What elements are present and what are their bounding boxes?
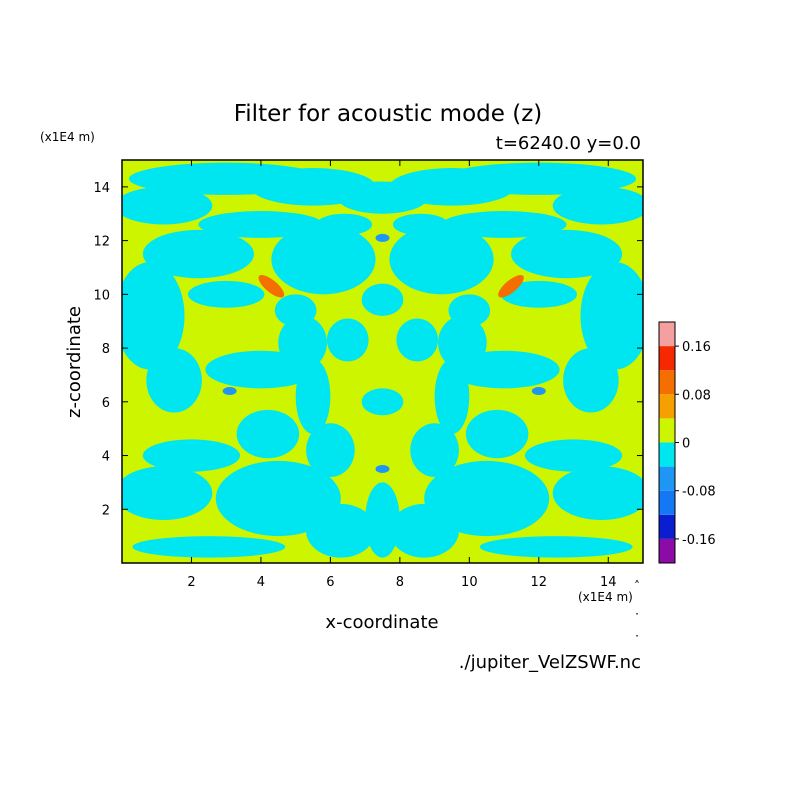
negative-region bbox=[274, 294, 317, 327]
colorbar-swatch bbox=[659, 394, 675, 419]
colorbar-swatch bbox=[659, 370, 675, 395]
negative-region bbox=[205, 350, 317, 389]
axis-extent-marks: ˄ · · bbox=[634, 579, 640, 643]
negative-region bbox=[524, 439, 623, 472]
negative-region bbox=[511, 229, 623, 279]
y-tick-label: 2 bbox=[102, 503, 110, 518]
negative-region bbox=[392, 213, 449, 236]
negative-region bbox=[326, 318, 369, 362]
negative-extreme bbox=[531, 387, 546, 396]
negative-region bbox=[236, 409, 300, 459]
negative-extreme bbox=[222, 387, 237, 396]
negative-region bbox=[215, 460, 341, 537]
colorbar-swatch bbox=[659, 466, 675, 491]
chart-subtitle: t=6240.0 y=0.0 bbox=[496, 133, 641, 154]
svg-text:˄: ˄ bbox=[634, 579, 640, 593]
negative-region bbox=[424, 460, 550, 537]
negative-region bbox=[552, 466, 643, 521]
colorbar-swatch bbox=[659, 442, 675, 467]
source-filename: ./jupiter_VelZSWF.nc bbox=[459, 652, 641, 673]
negative-region bbox=[187, 280, 265, 308]
negative-region bbox=[316, 213, 373, 236]
negative-region bbox=[361, 283, 404, 316]
negative-region bbox=[448, 294, 491, 327]
colorbar-tick-label: -0.16 bbox=[682, 533, 716, 548]
negative-region bbox=[271, 224, 376, 295]
positive-extreme bbox=[258, 275, 285, 298]
x-axis-label: x-coordinate bbox=[325, 612, 438, 633]
y-axis: 2 4 6 8 10 12 14 bbox=[93, 181, 643, 518]
chart-title: Filter for acoustic mode (z) bbox=[234, 101, 543, 127]
x-tick-label: 10 bbox=[461, 575, 478, 590]
negative-region bbox=[365, 482, 400, 558]
x-unit-label: (x1E4 m) bbox=[578, 590, 633, 604]
negative-region bbox=[465, 409, 529, 459]
negative-region bbox=[122, 466, 213, 521]
x-tick-label: 8 bbox=[396, 575, 404, 590]
colorbar-swatch bbox=[659, 490, 675, 515]
y-unit-label: (x1E4 m) bbox=[40, 130, 95, 144]
colorbar-tick-label: 0.16 bbox=[682, 340, 711, 355]
negative-extreme bbox=[375, 233, 390, 242]
negative-region bbox=[580, 262, 643, 370]
y-tick-label: 10 bbox=[93, 288, 110, 303]
colorbar-swatch bbox=[659, 538, 675, 563]
y-tick-label: 12 bbox=[93, 235, 110, 250]
colorbar-swatch bbox=[659, 514, 675, 539]
negative-region bbox=[563, 348, 619, 413]
negative-region bbox=[396, 318, 439, 362]
colorbar-tick-label: 0 bbox=[682, 437, 690, 452]
colorbar-swatch bbox=[659, 346, 675, 371]
x-tick-label: 14 bbox=[600, 575, 617, 590]
colorbar-tick-label: 0.08 bbox=[682, 388, 711, 403]
extreme-regions bbox=[222, 233, 546, 473]
colorbar-tick-label: -0.08 bbox=[682, 485, 716, 500]
negative-region bbox=[389, 503, 459, 558]
negative-region bbox=[122, 186, 213, 225]
x-tick-label: 2 bbox=[187, 575, 195, 590]
y-axis-label: z-coordinate bbox=[64, 306, 85, 418]
negative-region bbox=[410, 423, 459, 478]
x-tick-label: 6 bbox=[326, 575, 334, 590]
colorbar: 0.16 0.08 0 -0.08 -0.16 bbox=[658, 321, 716, 564]
negative-region bbox=[434, 358, 470, 435]
negative-region bbox=[306, 503, 376, 558]
negative-region bbox=[389, 224, 494, 295]
negative-region bbox=[337, 181, 428, 214]
x-tick-label: 12 bbox=[531, 575, 548, 590]
negative-region bbox=[448, 350, 560, 389]
colorbar-swatch bbox=[659, 418, 675, 443]
negative-region bbox=[441, 211, 567, 238]
negative-extreme bbox=[375, 464, 390, 473]
negative-region bbox=[500, 280, 578, 308]
colorbar-swatch bbox=[659, 322, 675, 347]
x-tick-label: 4 bbox=[257, 575, 265, 590]
negative-region bbox=[132, 536, 286, 558]
y-tick-label: 14 bbox=[93, 181, 110, 196]
y-tick-label: 8 bbox=[102, 342, 110, 357]
svg-text:·: · bbox=[635, 629, 639, 643]
negative-region bbox=[361, 388, 404, 416]
negative-region bbox=[142, 229, 254, 279]
positive-extreme bbox=[498, 275, 524, 298]
negative-region bbox=[552, 186, 643, 225]
svg-text:·: · bbox=[635, 607, 639, 621]
x-axis: 2 4 6 8 10 12 14 bbox=[187, 160, 617, 590]
negative-region bbox=[295, 358, 331, 435]
negative-region bbox=[122, 262, 185, 370]
negative-region bbox=[146, 348, 202, 413]
negative-region bbox=[479, 536, 633, 558]
negative-region bbox=[142, 439, 241, 472]
plot-frame bbox=[121, 159, 644, 564]
negative-region bbox=[198, 211, 324, 238]
y-tick-label: 6 bbox=[102, 396, 110, 411]
plot-area bbox=[122, 160, 643, 563]
y-tick-label: 4 bbox=[102, 450, 110, 465]
negative-region bbox=[306, 423, 355, 478]
negative-regions bbox=[122, 162, 643, 558]
